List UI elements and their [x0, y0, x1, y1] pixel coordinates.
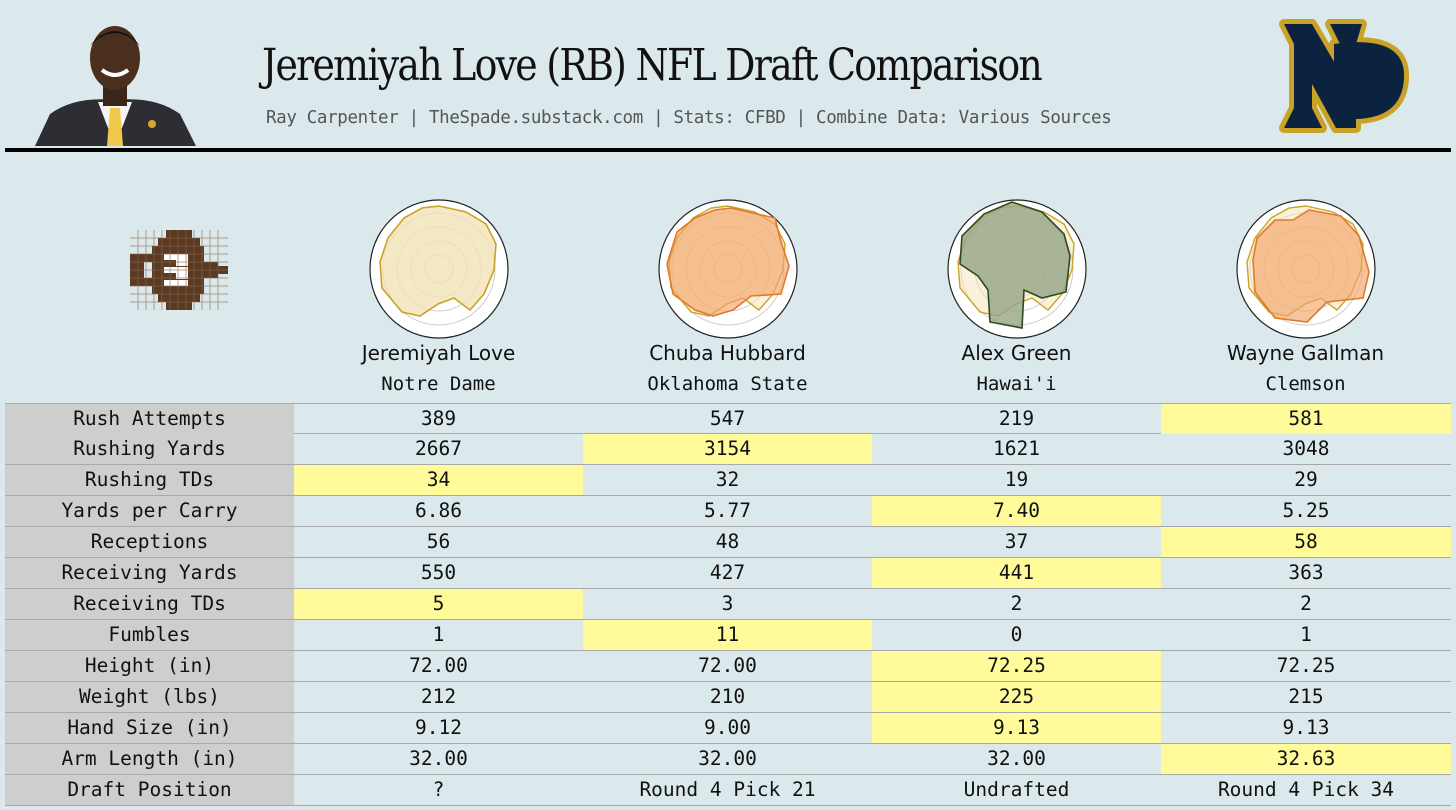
stats-table: Rush Attempts 389 547 219 581 Rushing Ya…: [5, 403, 1451, 806]
table-row: Weight (lbs) 212 210 225 215: [5, 682, 1451, 713]
table-row: Fumbles 1 11 0 1: [5, 620, 1451, 651]
stat-label: Rushing Yards: [5, 434, 294, 464]
stat-value: 3: [721, 592, 734, 615]
stat-value: 2667: [415, 437, 462, 460]
stat-label: Height (in): [5, 651, 294, 681]
table-row: Draft Position ? Round 4 Pick 21 Undraft…: [5, 775, 1451, 806]
player-name: Wayne Gallman: [1226, 341, 1385, 365]
stat-value: 363: [1288, 561, 1324, 584]
stat-value: 441: [872, 558, 1161, 588]
stat-value: 7.40: [872, 496, 1161, 526]
player-school: Notre Dame: [381, 373, 496, 395]
stat-label: Fumbles: [5, 620, 294, 650]
stat-value: 1: [432, 623, 445, 646]
stat-value: 427: [709, 561, 746, 584]
table-row: Arm Length (in) 32.00 32.00 32.00 32.63: [5, 744, 1451, 775]
player-photo: [35, 26, 196, 146]
table-row: Rushing TDs 34 32 19 29: [5, 465, 1451, 496]
stat-value: 2: [1010, 592, 1023, 615]
stat-value: 550: [420, 561, 457, 584]
radar-chart-gallman: [1236, 199, 1376, 339]
stat-value: 2: [1300, 592, 1312, 615]
stat-value: 3048: [1282, 437, 1330, 460]
stat-value: 32.00: [698, 747, 757, 770]
stat-value: 19: [1004, 468, 1029, 491]
stat-label: Draft Position: [5, 775, 294, 805]
player-school: Oklahoma State: [647, 373, 808, 395]
stat-value: 29: [1294, 468, 1318, 491]
page-subtitle: Ray Carpenter | TheSpade.substack.com | …: [266, 108, 1112, 128]
stat-value: 37: [1004, 530, 1029, 553]
stat-value: 3154: [583, 434, 872, 464]
stat-value: 72.00: [409, 654, 468, 677]
stat-value: 215: [1288, 685, 1324, 708]
table-row: Receiving Yards 550 427 441 363: [5, 558, 1451, 589]
player-name: Jeremiyah Love: [361, 341, 516, 365]
radar-chart-green: [947, 199, 1087, 339]
radar-chart-love: [369, 199, 509, 339]
stat-value: Round 4 Pick 21: [639, 778, 816, 801]
stat-label: Receptions: [5, 527, 294, 557]
stat-value: 32.00: [409, 747, 468, 770]
stat-value: 32.00: [987, 747, 1046, 770]
stat-label: Hand Size (in): [5, 713, 294, 743]
player-name: Chuba Hubbard: [649, 341, 806, 365]
stat-value: 58: [1161, 527, 1451, 557]
spade-logo: [130, 230, 228, 310]
stat-label: Receiving Yards: [5, 558, 294, 588]
table-row: Receiving TDs 5 3 2 2: [5, 589, 1451, 620]
stat-value: 72.00: [698, 654, 757, 677]
stat-value: 32: [715, 468, 740, 491]
stat-label: Weight (lbs): [5, 682, 294, 712]
stat-value: 5.25: [1282, 499, 1330, 522]
player-school: Clemson: [1265, 373, 1346, 395]
table-row: Yards per Carry 6.86 5.77 7.40 5.25: [5, 496, 1451, 527]
player-name: Alex Green: [961, 341, 1072, 365]
stat-value: 547: [709, 407, 746, 430]
header-divider: [5, 148, 1451, 152]
stat-value: 9.13: [872, 713, 1161, 743]
stat-value: 56: [426, 530, 451, 553]
stat-value: Round 4 Pick 34: [1217, 778, 1395, 801]
table-row: Rushing Yards 2667 3154 1621 3048: [5, 434, 1451, 465]
stat-value: 0: [1010, 623, 1023, 646]
radar-chart-hubbard: [658, 199, 798, 339]
stat-label: Yards per Carry: [5, 496, 294, 526]
player-school: Hawai'i: [976, 373, 1057, 395]
stat-value: 11: [583, 620, 872, 650]
page-title: Jeremiyah Love (RB) NFL Draft Comparison: [262, 40, 1043, 91]
table-row: Rush Attempts 389 547 219 581: [5, 403, 1451, 434]
notre-dame-logo: [1279, 19, 1410, 133]
stat-value: 9.12: [415, 716, 462, 739]
stat-value: 6.86: [415, 499, 462, 522]
stat-label: Arm Length (in): [5, 744, 294, 774]
stat-value: 72.25: [1276, 654, 1336, 677]
stat-value: 5.77: [704, 499, 751, 522]
stat-value: 9.00: [704, 716, 751, 739]
stat-value: 1: [1300, 623, 1312, 646]
stat-value: 48: [715, 530, 740, 553]
header: Jeremiyah Love (RB) NFL Draft Comparison…: [0, 0, 1456, 150]
stat-value: 219: [998, 407, 1035, 430]
table-row: Receptions 56 48 37 58: [5, 527, 1451, 558]
stat-value: 225: [872, 682, 1161, 712]
stat-value: Undrafted: [963, 778, 1070, 801]
stat-value: 72.25: [872, 651, 1161, 681]
stat-value: 581: [1161, 404, 1451, 434]
stat-value: 389: [420, 407, 457, 430]
stat-label: Receiving TDs: [5, 589, 294, 619]
table-row: Hand Size (in) 9.12 9.00 9.13 9.13: [5, 713, 1451, 744]
stat-value: ?: [432, 778, 445, 801]
stat-value: 212: [420, 685, 457, 708]
stat-value: 210: [709, 685, 746, 708]
stat-label: Rush Attempts: [5, 404, 294, 434]
stat-value: 1621: [993, 437, 1040, 460]
table-row: Height (in) 72.00 72.00 72.25 72.25: [5, 651, 1451, 682]
stat-value: 9.13: [1282, 716, 1330, 739]
stat-value: 32.63: [1161, 744, 1451, 774]
stat-label: Rushing TDs: [5, 465, 294, 495]
stat-value: 5: [294, 589, 583, 619]
stat-value: 34: [294, 465, 583, 495]
